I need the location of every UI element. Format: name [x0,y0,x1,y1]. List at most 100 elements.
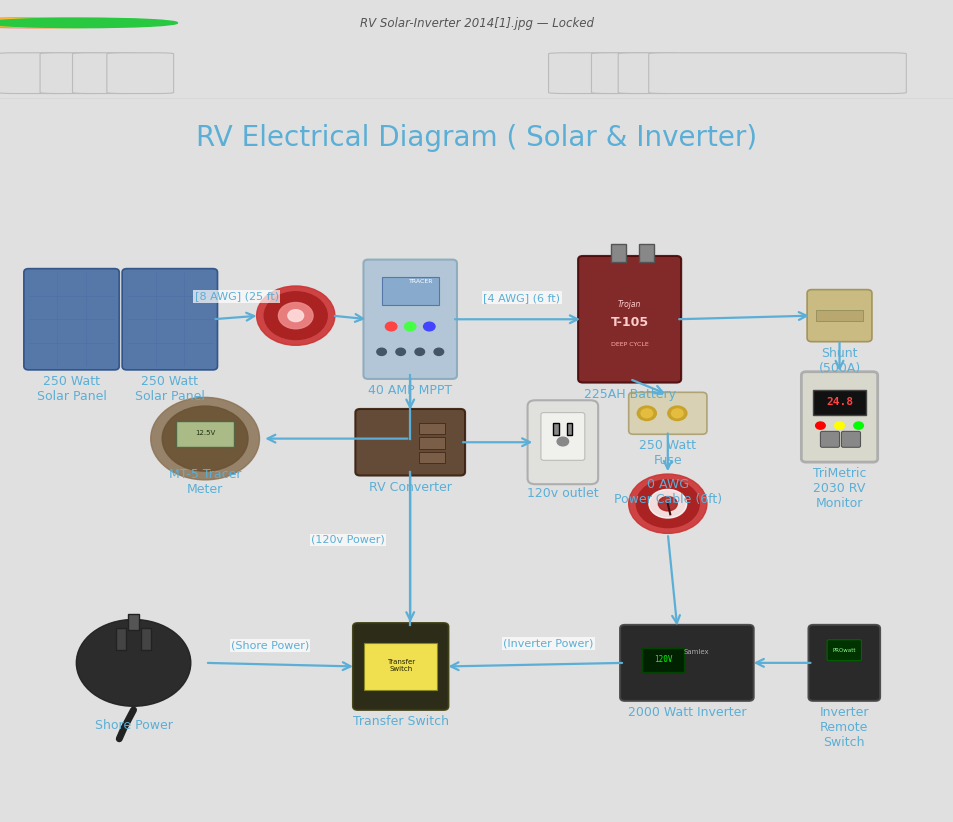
FancyBboxPatch shape [841,432,860,447]
FancyBboxPatch shape [381,277,438,305]
FancyBboxPatch shape [801,372,877,462]
Circle shape [395,349,405,355]
Text: 250 Watt
Solar Panel: 250 Watt Solar Panel [134,375,205,403]
FancyBboxPatch shape [418,437,444,449]
Text: Transfer
Switch: Transfer Switch [386,658,415,672]
Text: (Shore Power): (Shore Power) [231,640,309,650]
Text: [4 AWG] (6 ft): [4 AWG] (6 ft) [483,293,559,302]
FancyBboxPatch shape [353,623,448,710]
FancyBboxPatch shape [641,649,683,672]
FancyBboxPatch shape [812,390,865,415]
FancyBboxPatch shape [566,423,572,435]
Circle shape [628,474,706,533]
Circle shape [288,310,303,321]
Circle shape [151,397,259,480]
Text: Samlex: Samlex [683,649,708,655]
Circle shape [636,480,699,528]
Circle shape [415,349,424,355]
FancyBboxPatch shape [527,400,598,484]
Text: 120V: 120V [653,655,672,663]
FancyBboxPatch shape [639,243,654,261]
FancyBboxPatch shape [355,409,464,475]
FancyBboxPatch shape [363,260,456,379]
Text: PROwatt: PROwatt [832,648,855,653]
FancyBboxPatch shape [628,392,706,434]
Text: MT-5 Tracer
Meter: MT-5 Tracer Meter [169,468,241,496]
FancyBboxPatch shape [176,421,233,447]
FancyBboxPatch shape [107,53,173,94]
FancyBboxPatch shape [40,53,107,94]
Circle shape [640,409,652,418]
FancyBboxPatch shape [610,243,625,261]
FancyBboxPatch shape [24,269,119,370]
Circle shape [648,489,686,518]
Text: 2000 Watt Inverter: 2000 Watt Inverter [627,706,745,719]
Text: Trojan: Trojan [618,300,640,309]
FancyBboxPatch shape [141,628,151,650]
Circle shape [0,18,177,28]
Circle shape [658,496,677,511]
FancyBboxPatch shape [591,53,652,94]
Circle shape [385,322,396,330]
Text: DEEP CYCLE: DEEP CYCLE [610,342,648,347]
Circle shape [0,18,151,28]
Text: RV Converter: RV Converter [369,481,451,493]
Circle shape [423,322,435,330]
FancyBboxPatch shape [553,423,558,435]
Circle shape [256,286,335,345]
Text: TriMetric
2030 RV
Monitor: TriMetric 2030 RV Monitor [812,467,865,510]
Circle shape [667,406,686,421]
FancyBboxPatch shape [619,625,753,701]
Text: 12.5V: 12.5V [194,430,215,436]
FancyBboxPatch shape [815,310,862,321]
Circle shape [278,302,313,329]
Circle shape [0,18,124,28]
FancyBboxPatch shape [548,53,624,94]
Text: 225AH Battery: 225AH Battery [583,388,675,400]
FancyBboxPatch shape [808,625,879,701]
Circle shape [162,406,248,471]
Circle shape [853,422,862,429]
FancyBboxPatch shape [116,628,126,650]
FancyBboxPatch shape [648,53,905,94]
Text: 24.8: 24.8 [825,397,852,407]
FancyBboxPatch shape [540,413,584,460]
Text: T-105: T-105 [610,316,648,330]
Circle shape [834,422,843,429]
FancyBboxPatch shape [72,53,139,94]
Text: 120v outlet: 120v outlet [526,487,598,500]
FancyBboxPatch shape [418,423,444,434]
Text: Shunt
(500A): Shunt (500A) [818,347,860,375]
Text: 250 Watt
Solar Panel: 250 Watt Solar Panel [36,375,107,403]
Text: (120v Power): (120v Power) [311,535,385,545]
Text: (Inverter Power): (Inverter Power) [503,639,593,649]
Text: RV Electrical Diagram ( Solar & Inverter): RV Electrical Diagram ( Solar & Inverter… [196,124,757,152]
FancyBboxPatch shape [122,269,217,370]
Text: [8 AWG] (25 ft): [8 AWG] (25 ft) [194,291,278,301]
FancyBboxPatch shape [418,451,444,464]
FancyBboxPatch shape [618,53,679,94]
Circle shape [637,406,656,421]
Text: 40 AMP MPPT: 40 AMP MPPT [368,384,452,397]
Text: Shore Power: Shore Power [94,719,172,732]
FancyBboxPatch shape [820,432,839,447]
Text: Inverter
Remote
Switch: Inverter Remote Switch [819,706,868,749]
Circle shape [404,322,416,330]
Text: 250 Watt
Fuse: 250 Watt Fuse [639,439,696,468]
Circle shape [434,349,443,355]
FancyBboxPatch shape [826,640,861,661]
FancyBboxPatch shape [128,614,139,630]
Circle shape [671,409,682,418]
Text: Transfer Switch: Transfer Switch [353,715,448,728]
Circle shape [76,620,191,706]
Circle shape [376,349,386,355]
FancyBboxPatch shape [364,644,436,690]
Text: TRACER: TRACER [409,279,434,284]
Text: RV Solar-Inverter 2014[1].jpg — Locked: RV Solar-Inverter 2014[1].jpg — Locked [359,17,594,30]
FancyBboxPatch shape [0,53,72,94]
Text: 0 AWG
Power Cable (6ft): 0 AWG Power Cable (6ft) [613,478,721,506]
Circle shape [815,422,824,429]
FancyBboxPatch shape [578,256,680,382]
Circle shape [264,292,327,339]
Circle shape [557,437,568,446]
